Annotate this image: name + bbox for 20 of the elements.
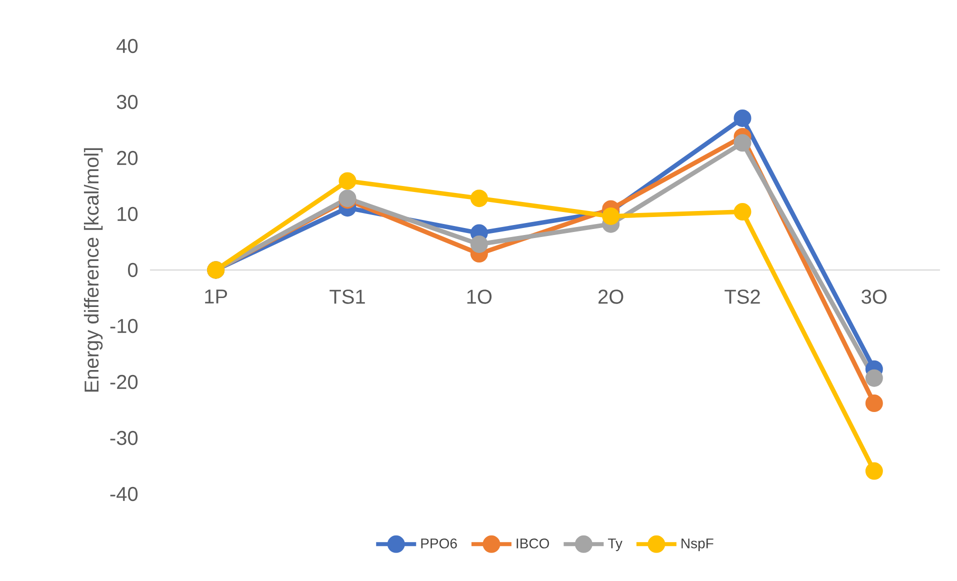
y-tick-label: -30 [110, 430, 138, 446]
x-tick-label: 2O [598, 290, 624, 304]
y-tick-label: 10 [118, 206, 138, 222]
y-tick-label: -10 [110, 318, 138, 334]
x-tick-label: TS1 [330, 290, 365, 304]
legend-label: PPO6 [421, 538, 457, 548]
x-tick-label: 1O [467, 290, 492, 304]
y-tick-label: 40 [116, 38, 138, 54]
legend-label: Ty [608, 538, 622, 552]
y-tick-label: 20 [117, 150, 138, 166]
y-tick-label: -20 [110, 374, 138, 390]
y-tick-label: 0 [128, 262, 138, 278]
legend-label: IBCO [516, 538, 550, 548]
y-tick-label: -40 [110, 486, 138, 502]
y-tick-label: 30 [116, 94, 138, 110]
legend-label: NspF [682, 538, 714, 552]
x-tick-label: 3O [862, 290, 887, 304]
y-axis-title: Energy difference [kcal/mol] [84, 148, 103, 392]
x-tick-label: 1P [205, 290, 228, 304]
x-tick-label: TS2 [724, 290, 760, 304]
